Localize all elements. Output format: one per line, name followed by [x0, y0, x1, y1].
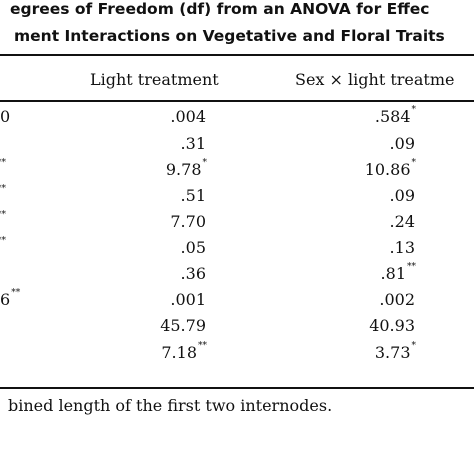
light-treatment-cell-value: .31 [180, 134, 206, 153]
significance-marker: * [202, 158, 208, 168]
row-stub: ** [0, 158, 6, 179]
significance-marker: ** [0, 158, 6, 168]
table-row: **9.78*10.86* [0, 158, 474, 184]
row-stub: ** [0, 210, 6, 231]
light-treatment-cell-value: 45.79 [160, 316, 206, 335]
table-footnote: bined length of the first two internodes… [8, 396, 333, 415]
light-treatment-cell: .004 [170, 107, 207, 126]
light-treatment-cell-value: .51 [180, 186, 206, 205]
significance-marker: * [411, 158, 417, 168]
table-row: ** .51 .09 [0, 184, 474, 210]
table-row: ** 7.70 .24 [0, 210, 474, 236]
light-treatment-cell: .31 [181, 134, 207, 153]
sex-x-light-cell: .24 [390, 212, 416, 231]
header-rule [0, 100, 474, 102]
table-title-line-1: egrees of Freedom (df) from an ANOVA for… [10, 0, 430, 18]
sex-x-light-cell: 40.93 [369, 316, 416, 335]
sex-x-light-cell: .09 [390, 134, 416, 153]
significance-marker: ** [407, 262, 416, 272]
row-stub: 6** [0, 288, 21, 309]
column-header-light-treatment: Light treatment [90, 70, 219, 89]
significance-marker: ** [11, 288, 21, 298]
light-treatment-cell-value: .05 [180, 238, 206, 257]
sex-x-light-cell-value: .09 [389, 134, 415, 153]
light-treatment-cell: 7.18** [161, 341, 207, 362]
sex-x-light-cell-value: .584 [374, 107, 411, 126]
row-stub-value: 0 [0, 107, 11, 126]
light-treatment-cell-value: .001 [170, 290, 206, 309]
significance-marker: ** [0, 184, 6, 194]
light-treatment-cell-value: 9.78 [165, 160, 202, 179]
sex-x-light-cell: 10.86* [364, 158, 417, 179]
table-row: 7.18** 3.73* [0, 341, 474, 367]
significance-marker: ** [0, 210, 6, 220]
table-row: ** .05 .13 [0, 236, 474, 262]
light-treatment-cell-value: 7.70 [170, 212, 206, 231]
light-treatment-cell-value: .36 [180, 264, 206, 283]
light-treatment-cell: .36 [181, 264, 207, 283]
significance-marker: * [411, 105, 417, 115]
row-stub: 0 [0, 107, 11, 126]
row-stub: ** [0, 184, 6, 205]
significance-marker: ** [0, 236, 6, 246]
light-treatment-cell: .51 [181, 186, 207, 205]
light-treatment-cell-value: 7.18 [161, 343, 197, 362]
row-stub-value: 6 [0, 290, 11, 309]
light-treatment-cell: 45.79 [160, 316, 207, 335]
bottom-rule [0, 387, 474, 389]
sex-x-light-cell-value: .24 [389, 212, 415, 231]
light-treatment-cell: 9.78* [165, 158, 208, 179]
sex-x-light-cell: 3.73* [374, 341, 417, 362]
significance-marker: ** [198, 341, 207, 351]
table-row: 0 .004 .584* [0, 105, 474, 131]
sex-x-light-cell: .584* [374, 105, 417, 126]
sex-x-light-cell-value: 40.93 [369, 316, 415, 335]
sex-x-light-cell: .81** [380, 262, 416, 283]
sex-x-light-cell-value: .81 [380, 264, 406, 283]
table-row: .31 .09 [0, 134, 474, 158]
sex-x-light-cell: .13 [390, 238, 416, 257]
sex-x-light-cell-value: .13 [389, 238, 415, 257]
light-treatment-cell: .05 [181, 238, 207, 257]
sex-x-light-cell-value: .09 [389, 186, 415, 205]
significance-marker: * [411, 341, 417, 351]
sex-x-light-cell-value: .002 [379, 290, 415, 309]
table-row: 6** .001 .002 [0, 288, 474, 314]
sex-x-light-cell: .002 [379, 290, 416, 309]
table-row: .36 .81** [0, 262, 474, 288]
table-row: 45.79 40.93 [0, 316, 474, 340]
sex-x-light-cell-value: 3.73 [374, 343, 411, 362]
column-header-sex-x-light: Sex × light treatme [295, 70, 455, 89]
table-title-line-2: ment Interactions on Vegetative and Flor… [14, 27, 445, 45]
light-treatment-cell: 7.70 [170, 212, 207, 231]
light-treatment-cell: .001 [170, 290, 207, 309]
row-stub: ** [0, 236, 6, 257]
sex-x-light-cell-value: 10.86 [364, 160, 411, 179]
sex-x-light-cell: .09 [390, 186, 416, 205]
light-treatment-cell-value: .004 [170, 107, 206, 126]
top-rule [0, 54, 474, 56]
